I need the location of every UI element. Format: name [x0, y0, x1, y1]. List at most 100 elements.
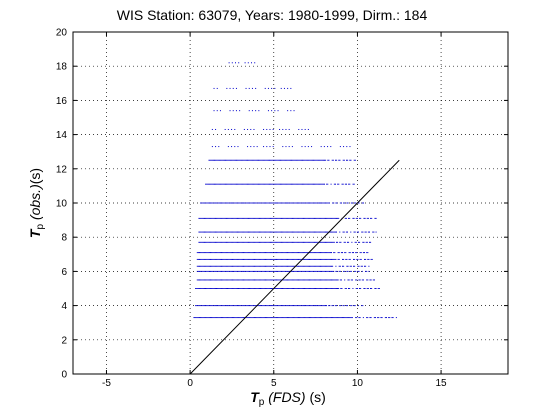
data-point — [364, 288, 366, 289]
data-point — [203, 305, 205, 307]
data-point — [240, 317, 242, 319]
data-point — [215, 258, 217, 260]
data-point — [205, 183, 207, 185]
y-tick-label: 2 — [61, 335, 67, 346]
data-point — [213, 288, 215, 289]
data-point — [247, 305, 249, 307]
data-point — [288, 258, 290, 260]
data-point — [339, 317, 341, 319]
data-point — [272, 183, 274, 185]
data-point — [248, 252, 250, 254]
y-tick-label: 20 — [56, 28, 68, 39]
data-point — [325, 270, 327, 272]
data-point — [264, 288, 266, 289]
data-point — [326, 217, 328, 219]
data-point — [264, 87, 266, 89]
data-point — [298, 258, 300, 260]
data-point — [352, 183, 354, 185]
data-point — [239, 317, 241, 319]
data-point — [285, 265, 287, 267]
data-point — [250, 146, 252, 148]
data-point — [321, 217, 323, 219]
data-point — [353, 217, 355, 219]
data-point — [318, 317, 320, 319]
data-point — [267, 231, 269, 233]
data-point — [246, 270, 248, 272]
data-point — [230, 317, 232, 319]
data-point — [293, 258, 295, 260]
data-point — [199, 217, 201, 219]
data-point — [230, 258, 232, 260]
data-point — [312, 317, 314, 319]
data-point — [227, 202, 229, 204]
data-point — [346, 241, 348, 243]
data-point — [266, 183, 268, 185]
x-tick-label: 0 — [187, 378, 193, 389]
data-point — [288, 317, 290, 319]
data-point — [234, 146, 236, 148]
data-point — [303, 252, 305, 254]
data-point — [235, 305, 237, 307]
data-point — [209, 288, 211, 289]
data-point — [333, 270, 335, 272]
data-point — [303, 270, 305, 272]
data-point — [278, 288, 280, 289]
data-point — [309, 231, 311, 233]
data-point — [315, 241, 317, 243]
data-point — [216, 202, 218, 204]
data-point — [199, 279, 201, 281]
data-point — [197, 270, 199, 272]
data-point — [256, 231, 258, 233]
data-point — [223, 231, 225, 233]
data-point — [314, 258, 316, 260]
data-point — [292, 270, 294, 272]
data-point — [196, 305, 198, 307]
data-point — [284, 265, 286, 267]
data-point — [214, 231, 216, 233]
data-point — [223, 159, 225, 161]
data-point — [221, 183, 223, 185]
data-point — [350, 202, 352, 204]
data-point — [329, 217, 331, 219]
data-point — [255, 288, 257, 289]
data-point — [253, 146, 255, 148]
data-point — [237, 270, 239, 272]
data-point — [298, 183, 300, 185]
data-point — [293, 270, 295, 272]
data-point — [345, 252, 347, 254]
data-point — [263, 279, 265, 281]
data-point — [249, 159, 251, 161]
data-point — [343, 241, 345, 243]
data-point — [202, 317, 204, 319]
data-point — [314, 202, 316, 204]
data-point — [354, 305, 356, 307]
data-point — [341, 183, 343, 185]
data-point — [229, 252, 231, 254]
data-point — [320, 159, 322, 161]
data-point — [241, 231, 243, 233]
data-point — [288, 270, 290, 272]
data-point — [239, 183, 241, 185]
data-point — [301, 288, 303, 289]
data-point — [249, 279, 251, 281]
data-point — [307, 288, 309, 289]
data-point — [264, 231, 266, 233]
data-point — [216, 110, 218, 112]
data-point — [367, 217, 369, 219]
data-point — [268, 265, 270, 267]
data-point — [254, 62, 256, 64]
data-point — [372, 231, 374, 233]
data-point — [274, 87, 276, 89]
data-point — [230, 270, 232, 272]
data-point — [354, 202, 356, 204]
data-point — [217, 159, 219, 161]
data-point — [234, 159, 236, 161]
data-point — [243, 258, 245, 260]
data-point — [218, 317, 220, 319]
data-point — [243, 183, 245, 185]
data-point — [241, 288, 243, 289]
data-point — [198, 317, 200, 319]
data-point — [319, 183, 321, 185]
data-point — [223, 252, 225, 254]
